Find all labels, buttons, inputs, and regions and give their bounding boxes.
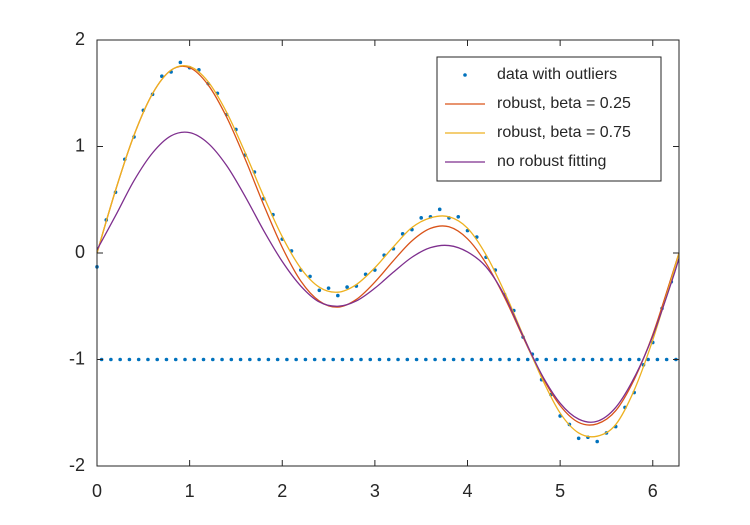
data-point — [488, 357, 493, 362]
data-point — [461, 357, 465, 362]
data-point — [294, 357, 298, 362]
data-point — [173, 357, 178, 362]
data-point — [442, 357, 447, 362]
data-point — [146, 357, 150, 362]
data-point — [646, 357, 650, 362]
x-tick-label: 4 — [463, 481, 473, 501]
data-point — [336, 293, 340, 298]
data-point — [109, 357, 113, 362]
data-point — [178, 60, 183, 65]
y-tick-label: 2 — [75, 29, 85, 49]
data-point — [266, 357, 271, 362]
data-point — [275, 357, 280, 362]
data-point — [627, 357, 632, 362]
data-point — [285, 357, 289, 362]
data-point — [572, 357, 576, 362]
data-point — [368, 357, 373, 362]
data-point — [192, 357, 197, 362]
y-tick-label: 0 — [75, 242, 85, 262]
data-point — [127, 357, 132, 362]
data-point — [377, 357, 382, 362]
data-point — [396, 357, 400, 362]
x-tick-label: 6 — [648, 481, 658, 501]
data-point — [544, 357, 549, 362]
data-point — [155, 357, 160, 362]
data-point — [600, 357, 604, 362]
x-tick-label: 3 — [370, 481, 380, 501]
legend-label: data with outliers — [497, 66, 617, 83]
data-point — [317, 288, 322, 293]
data-point — [238, 357, 243, 362]
data-point — [303, 357, 308, 362]
data-point — [183, 357, 187, 362]
data-point — [424, 357, 428, 362]
data-point — [164, 357, 169, 362]
data-point — [359, 357, 363, 362]
data-point — [308, 274, 312, 279]
y-tick-label: -1 — [69, 348, 85, 368]
data-point — [590, 357, 595, 362]
data-point — [609, 357, 613, 362]
data-point — [525, 357, 530, 362]
data-point — [201, 357, 206, 362]
fit-line — [96, 131, 680, 423]
data-point — [340, 357, 345, 362]
legend-label: no robust fitting — [497, 153, 606, 170]
data-point — [576, 436, 581, 441]
data-point — [437, 207, 442, 212]
y-tick-label: 1 — [75, 135, 85, 155]
data-point — [405, 357, 410, 362]
data-point — [229, 357, 234, 362]
legend-box — [436, 56, 662, 182]
data-point — [136, 357, 141, 362]
data-point — [595, 439, 599, 444]
data-point — [479, 357, 484, 362]
data-point — [562, 357, 567, 362]
data-point — [470, 357, 474, 362]
data-point — [637, 357, 641, 362]
x-tick-label: 1 — [185, 481, 195, 501]
data-point — [160, 74, 164, 79]
x-tick-label: 5 — [555, 481, 565, 501]
data-point — [516, 357, 521, 362]
data-point — [507, 357, 511, 362]
data-point — [349, 357, 354, 362]
data-point — [312, 357, 317, 362]
data-point — [456, 214, 461, 219]
data-point — [345, 285, 349, 289]
fit-line — [96, 65, 680, 426]
data-point — [655, 357, 660, 362]
data-point — [322, 357, 326, 362]
data-point — [248, 357, 252, 362]
data-point — [210, 357, 215, 362]
legend-label: robust, beta = 0.75 — [497, 124, 631, 141]
data-point — [553, 357, 558, 362]
data-point — [118, 357, 122, 362]
data-point — [419, 216, 423, 220]
data-point — [414, 357, 419, 362]
data-point — [618, 357, 623, 362]
data-point — [331, 357, 336, 362]
data-point — [535, 357, 539, 362]
x-tick-label: 0 — [92, 481, 102, 501]
data-point — [581, 357, 586, 362]
data-point — [257, 357, 261, 362]
data-point — [386, 357, 391, 362]
data-point — [451, 357, 456, 362]
x-tick-label: 2 — [277, 481, 287, 501]
data-point — [433, 357, 437, 362]
legend-marker — [463, 73, 467, 77]
data-point — [498, 357, 502, 362]
fit-line — [96, 64, 680, 438]
data-point — [326, 286, 331, 290]
y-tick-label: -2 — [69, 455, 85, 475]
data-point — [664, 357, 669, 362]
legend-label: robust, beta = 0.25 — [497, 95, 631, 112]
data-point — [220, 357, 224, 362]
